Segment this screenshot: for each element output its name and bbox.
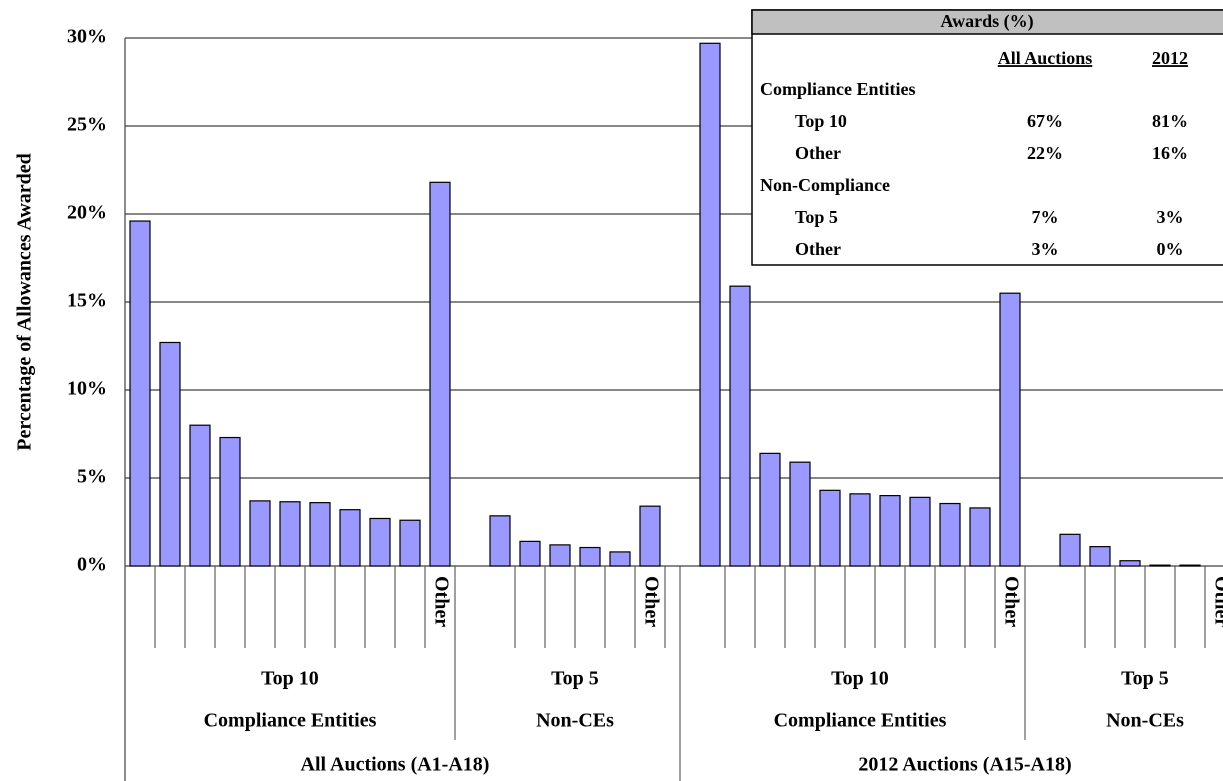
bar bbox=[549, 544, 571, 567]
y-tick-label: 30% bbox=[67, 26, 107, 48]
x-tick-label: Other bbox=[1210, 576, 1223, 627]
subgroup-entity: Compliance Entities bbox=[774, 710, 947, 732]
bar bbox=[399, 519, 421, 567]
y-axis-label: Percentage of Allowances Awarded bbox=[14, 153, 36, 451]
bar bbox=[1119, 560, 1141, 567]
subgroup-entity: Non-CEs bbox=[536, 710, 614, 732]
table-cell: 67% bbox=[1027, 111, 1063, 131]
bar bbox=[849, 493, 871, 567]
bar bbox=[159, 341, 181, 567]
table-row-label: Top 5 bbox=[795, 207, 838, 227]
x-tick-label: Other bbox=[640, 576, 662, 627]
bar bbox=[759, 452, 781, 567]
bar bbox=[339, 509, 361, 567]
subgroup-label: Top 5 bbox=[1121, 668, 1169, 690]
inset-table: Awards (%) All Auctions 2012 Compliance Ent… bbox=[751, 9, 1223, 266]
y-tick-label: 5% bbox=[77, 466, 107, 488]
bar bbox=[909, 496, 931, 567]
y-tick-label: 0% bbox=[77, 554, 107, 576]
group-label: 2012 Auctions (A15-A18) bbox=[858, 754, 1071, 776]
bar bbox=[1089, 546, 1111, 567]
bar bbox=[879, 495, 901, 567]
bar bbox=[219, 436, 241, 567]
table-section: Non-Compliance bbox=[760, 175, 890, 195]
bar bbox=[579, 546, 601, 567]
table-cell: 3% bbox=[1157, 207, 1184, 227]
bar bbox=[819, 489, 841, 567]
table-cell: 0% bbox=[1157, 239, 1184, 259]
table-header-bg bbox=[751, 9, 1223, 35]
table-box bbox=[751, 9, 1223, 266]
bar bbox=[969, 507, 991, 567]
bar bbox=[129, 220, 151, 567]
bar bbox=[429, 181, 451, 567]
y-tick-label: 15% bbox=[67, 290, 107, 312]
x-tick-label: Other bbox=[430, 576, 452, 627]
table-cell: 22% bbox=[1027, 143, 1063, 163]
bar bbox=[489, 515, 511, 567]
table-cell: 16% bbox=[1152, 143, 1188, 163]
table-cell: 7% bbox=[1032, 207, 1059, 227]
table-row-label: Other bbox=[795, 239, 841, 259]
subgroup-label: Top 10 bbox=[831, 668, 889, 690]
table-column-header: 2012 bbox=[1152, 48, 1188, 68]
y-tick-label: 10% bbox=[67, 378, 107, 400]
bar bbox=[789, 461, 811, 567]
table-cell: 81% bbox=[1152, 111, 1188, 131]
bar bbox=[519, 540, 541, 567]
table-row-label: Top 10 bbox=[795, 111, 847, 131]
bar bbox=[189, 424, 211, 567]
bar bbox=[279, 501, 301, 567]
y-tick-label: 20% bbox=[67, 202, 107, 224]
bar bbox=[999, 292, 1021, 567]
table-row-label: Other bbox=[795, 143, 841, 163]
bar bbox=[699, 42, 721, 567]
table-section: Compliance Entities bbox=[760, 79, 916, 99]
bar bbox=[369, 517, 391, 567]
bar bbox=[639, 505, 661, 567]
subgroup-entity: Non-CEs bbox=[1106, 710, 1184, 732]
bar bbox=[1149, 564, 1171, 567]
table-title: Awards (%) bbox=[940, 11, 1033, 32]
table-column-header: All Auctions bbox=[998, 48, 1093, 68]
subgroup-label: Top 5 bbox=[551, 668, 599, 690]
bar bbox=[609, 551, 631, 567]
bar bbox=[1059, 533, 1081, 567]
group-label: All Auctions (A1-A18) bbox=[301, 754, 490, 776]
y-tick-label: 25% bbox=[67, 114, 107, 136]
bar bbox=[939, 502, 961, 567]
bar bbox=[249, 500, 271, 567]
table-cell: 3% bbox=[1032, 239, 1059, 259]
x-tick-label: Other bbox=[1000, 576, 1022, 627]
subgroup-entity: Compliance Entities bbox=[204, 710, 377, 732]
bar bbox=[729, 285, 751, 567]
bar bbox=[309, 502, 331, 567]
bar bbox=[1179, 564, 1201, 567]
subgroup-label: Top 10 bbox=[261, 668, 319, 690]
